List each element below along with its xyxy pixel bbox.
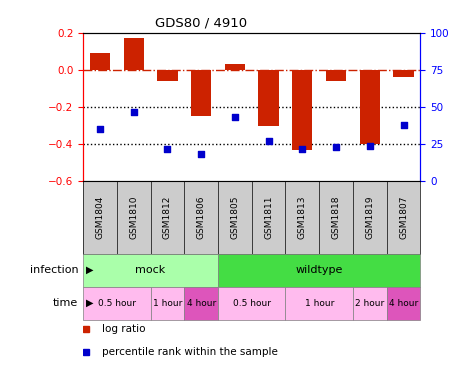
Text: ▶: ▶ — [86, 298, 93, 308]
Text: 4 hour: 4 hour — [187, 299, 216, 307]
Text: GSM1807: GSM1807 — [399, 196, 408, 239]
Text: percentile rank within the sample: percentile rank within the sample — [102, 347, 277, 356]
Point — [130, 109, 138, 115]
Text: log ratio: log ratio — [102, 324, 145, 334]
Text: GSM1804: GSM1804 — [95, 196, 104, 239]
Bar — [353, 287, 387, 320]
Text: 4 hour: 4 hour — [389, 299, 418, 307]
Bar — [191, 70, 211, 116]
Text: GSM1811: GSM1811 — [264, 196, 273, 239]
Bar — [292, 70, 313, 150]
Text: 0.5 hour: 0.5 hour — [98, 299, 136, 307]
Point — [299, 146, 306, 152]
Point — [332, 144, 340, 150]
Text: wildtype: wildtype — [295, 265, 343, 275]
Text: GSM1806: GSM1806 — [197, 196, 206, 239]
Point — [163, 146, 171, 152]
Bar — [218, 287, 285, 320]
Text: GSM1812: GSM1812 — [163, 196, 172, 239]
Bar — [83, 254, 218, 287]
Text: 0.5 hour: 0.5 hour — [233, 299, 271, 307]
Point — [231, 115, 238, 120]
Bar — [326, 70, 346, 81]
Text: GDS80 / 4910: GDS80 / 4910 — [155, 16, 247, 29]
Text: ▶: ▶ — [86, 265, 93, 275]
Text: time: time — [53, 298, 78, 308]
Bar — [360, 70, 380, 144]
Bar — [285, 287, 353, 320]
Text: GSM1810: GSM1810 — [129, 196, 138, 239]
Point — [198, 152, 205, 157]
Text: mock: mock — [135, 265, 166, 275]
Point — [96, 126, 104, 132]
Bar — [124, 38, 144, 70]
Point — [366, 143, 374, 149]
Bar — [184, 287, 218, 320]
Text: 2 hour: 2 hour — [355, 299, 384, 307]
Bar — [218, 254, 420, 287]
Bar — [157, 70, 178, 81]
Text: GSM1805: GSM1805 — [230, 196, 239, 239]
Text: 1 hour: 1 hour — [304, 299, 334, 307]
Bar — [90, 53, 110, 70]
Point — [400, 122, 408, 128]
Bar — [151, 287, 184, 320]
Bar — [258, 70, 279, 126]
Text: GSM1818: GSM1818 — [332, 196, 341, 239]
Text: GSM1813: GSM1813 — [298, 196, 307, 239]
Bar — [393, 70, 414, 77]
Bar — [387, 287, 420, 320]
Text: 1 hour: 1 hour — [153, 299, 182, 307]
Text: GSM1819: GSM1819 — [365, 196, 374, 239]
Bar — [83, 287, 151, 320]
Point — [265, 138, 273, 144]
Bar — [225, 64, 245, 70]
Text: infection: infection — [30, 265, 78, 275]
